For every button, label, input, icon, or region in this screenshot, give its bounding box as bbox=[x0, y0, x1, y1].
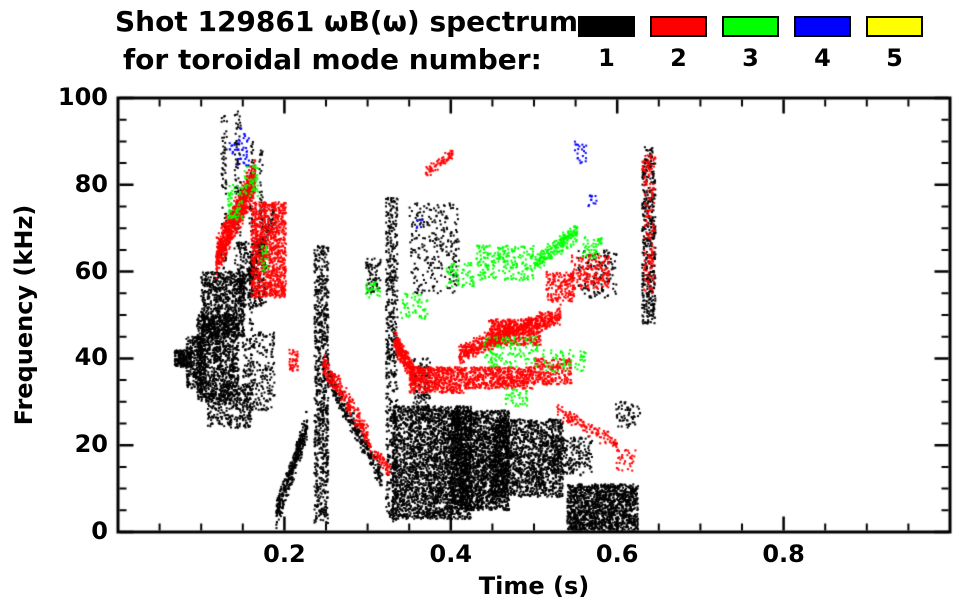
legend-label-mode2: 2 bbox=[670, 44, 687, 72]
y-tick-label-0: 0 bbox=[91, 517, 108, 545]
y-tick-label-40: 40 bbox=[74, 343, 108, 372]
legend-label-mode5: 5 bbox=[886, 44, 903, 72]
x-tick-label-0.6: 0.6 bbox=[595, 540, 639, 568]
chart-title-line2: for toroidal mode number: bbox=[123, 43, 542, 76]
chart-title-line1: Shot 129861 ωB(ω) spectrum bbox=[115, 5, 579, 38]
legend-swatch-mode5 bbox=[866, 16, 923, 37]
x-axis-label: Time (s) bbox=[478, 572, 590, 600]
x-tick-label-0.8: 0.8 bbox=[762, 540, 805, 568]
legend-swatch-mode1 bbox=[578, 16, 635, 37]
x-tick-label-0.2: 0.2 bbox=[263, 540, 306, 568]
legend-swatch-mode2 bbox=[650, 16, 707, 37]
y-tick-label-100: 100 bbox=[57, 83, 108, 111]
y-tick-label-20: 20 bbox=[74, 430, 108, 459]
x-tick-label-0.4: 0.4 bbox=[429, 540, 473, 568]
legend-label-mode1: 1 bbox=[598, 44, 615, 72]
y-axis-label: Frequency (kHz) bbox=[10, 204, 38, 426]
legend-label-mode3: 3 bbox=[742, 44, 759, 72]
legend-swatch-mode3 bbox=[722, 16, 779, 37]
legend-label-mode4: 4 bbox=[814, 44, 831, 72]
y-tick-label-60: 60 bbox=[74, 256, 108, 285]
y-tick-label-80: 80 bbox=[74, 169, 108, 198]
legend-swatch-mode4 bbox=[794, 16, 851, 37]
